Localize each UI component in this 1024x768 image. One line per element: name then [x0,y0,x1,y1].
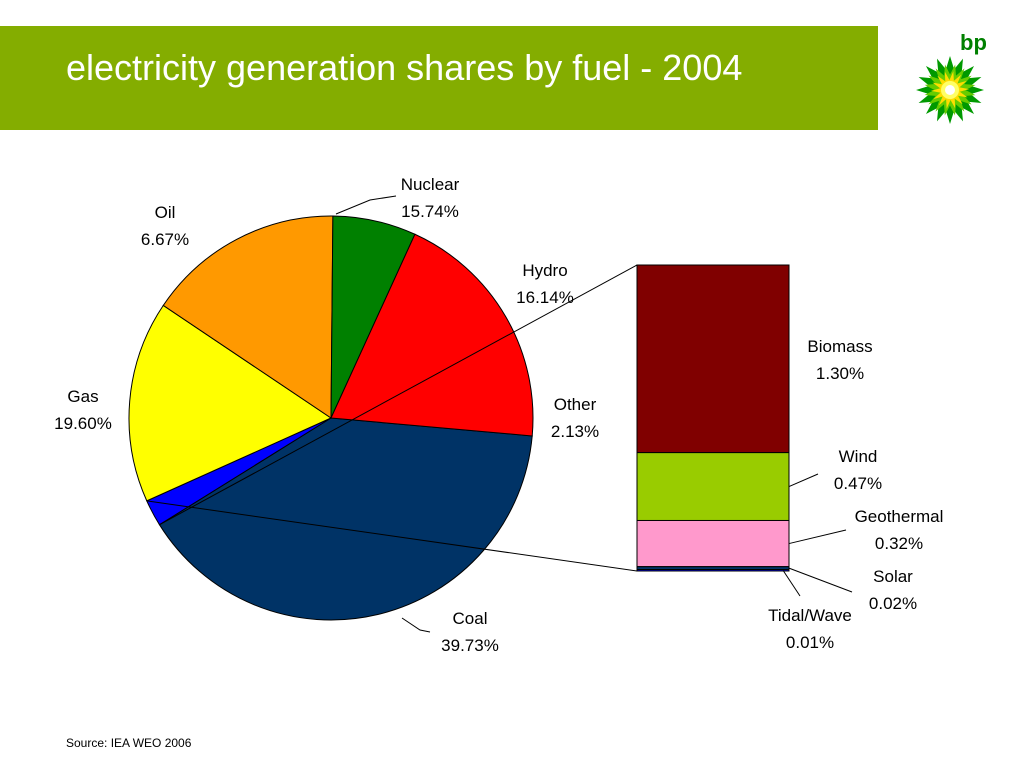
title-band [0,26,878,130]
pie-slices [128,215,534,621]
pie-label-hydro: Hydro [522,261,567,280]
bar-label-tidal-wave: Tidal/Wave [768,606,852,625]
leader-line-solar [788,567,853,593]
leader-line-nuclear [335,195,397,215]
bar-segment-geothermal [636,519,790,568]
leader-line-wind [788,473,819,488]
bar-label-wind: Wind [839,447,878,466]
pie-value-nuclear: 15.74% [401,202,459,221]
pie-value-other: 2.13% [551,422,599,441]
leader-lines [146,195,853,633]
pie-label-oil: Oil [155,203,176,222]
pie-value-oil: 6.67% [141,230,189,249]
pie-value-coal: 39.73% [441,636,499,655]
bar-segment-wind [636,452,790,521]
leader-line-geothermal [788,529,847,545]
logo-text: bp [960,30,987,55]
logo-petal [945,56,955,90]
pie-label-coal: Coal [453,609,488,628]
bar-value-biomass: 1.30% [816,364,864,383]
bar-label-solar: Solar [873,567,913,586]
slide-title: electricity generation shares by fuel - … [66,47,743,88]
logo-petal [916,85,950,95]
pie-label-other: Other [554,395,597,414]
breakdown-bar [636,264,790,572]
bar-value-geothermal: 0.32% [875,534,923,553]
bp-helios-logo: bp [916,30,987,124]
bar-label-geothermal: Geothermal [855,507,944,526]
pie-slice-nuclear [162,215,334,419]
pie-slice-hydro [128,304,333,502]
bar-value-tidal-wave: 0.01% [786,633,834,652]
leader-line-tidal-wave [782,570,801,597]
data-labels: Coal 39.73% Other 2.13% Hydro 16.14% Nuclear 15… [54,175,943,655]
logo-petal [945,90,955,124]
connector-line-top [159,264,638,526]
bar-segment-tidal-wave [636,569,790,572]
leader-line-coal [401,617,431,633]
source-note: Source: IEA WEO 2006 [66,736,192,750]
pie-value-gas: 19.60% [54,414,112,433]
pie-label-gas: Gas [67,387,98,406]
bar-segment-biomass [636,264,790,454]
pie-slice-coal [158,417,533,621]
bar-value-wind: 0.47% [834,474,882,493]
pie-slice-gas [330,233,534,437]
logo-core [945,85,955,95]
pie-value-hydro: 16.14% [516,288,574,307]
bar-label-biomass: Biomass [807,337,872,356]
bar-value-solar: 0.02% [869,594,917,613]
connector-line-bottom [146,500,638,572]
logo-petal [950,85,984,95]
pie-label-nuclear: Nuclear [401,175,460,194]
